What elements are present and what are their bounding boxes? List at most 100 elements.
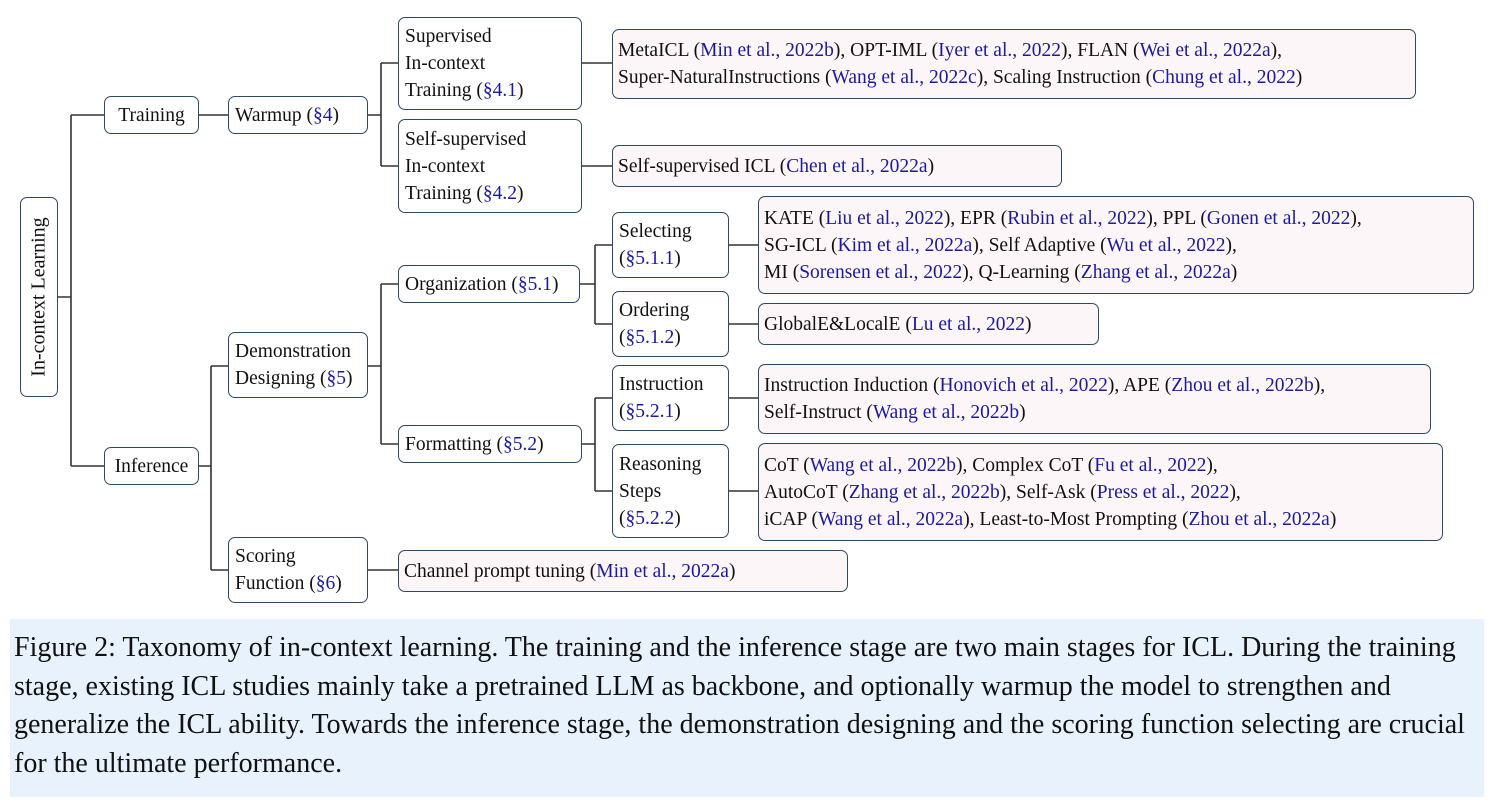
leaf-text: ) <box>1025 313 1032 335</box>
leaf-line: Self-supervised ICL (Chen et al., 2022a) <box>618 153 1056 180</box>
citation-link: Zhou et al., 2022b <box>1171 375 1314 396</box>
reasoning-line-3: (§5.2.2) <box>619 507 681 529</box>
leaf-text: ), Complex CoT ( <box>955 454 1095 476</box>
citation-link: Honovich et al., 2022 <box>939 375 1108 396</box>
selecting-line-2: (§5.1.1) <box>619 248 681 269</box>
leaf-line: Self-Instruct (Wang et al., 2022b) <box>764 399 1425 426</box>
leaf-text: ), FLAN ( <box>1061 40 1140 61</box>
leaf-text: ), <box>1270 40 1283 61</box>
leaf-selfsup-methods: Self-supervised ICL (Chen et al., 2022a) <box>612 145 1062 187</box>
leaf-text: ) <box>1329 508 1337 530</box>
leaf-line: Super-NaturalInstructions (Wang et al., … <box>618 64 1410 91</box>
leaf-line: CoT (Wang et al., 2022b), Complex CoT (F… <box>764 452 1437 479</box>
selecting-line-1: Selecting <box>619 221 692 242</box>
demo-line-1: Demonstration <box>235 341 351 362</box>
leaf-line: Channel prompt tuning (Min et al., 2022a… <box>404 558 842 585</box>
citation-link: Zhang et al., 2022b <box>848 481 1000 503</box>
leaf-text: KATE ( <box>764 207 826 229</box>
supervised-line-3: Training (§4.1) <box>405 80 524 101</box>
reasoning-line-1: Reasoning <box>619 453 702 475</box>
leaf-text: Self-supervised ICL ( <box>618 155 787 177</box>
leaf-scoring-methods: Channel prompt tuning (Min et al., 2022a… <box>398 550 848 592</box>
leaf-line: KATE (Liu et al., 2022), EPR (Rubin et a… <box>764 205 1468 232</box>
scoring-line-2: Function (§6) <box>235 573 342 594</box>
citation-link: Chen et al., 2022a <box>786 155 928 177</box>
leaf-text: ), <box>1350 207 1362 229</box>
node-scoring-function: Scoring Function (§6) <box>228 537 368 603</box>
leaf-supervised-methods: MetaICL (Min et al., 2022b), OPT-IML (Iy… <box>612 29 1416 99</box>
selfsup-line-3: Training (§4.2) <box>405 182 524 204</box>
leaf-selecting-methods: KATE (Liu et al., 2022), EPR (Rubin et a… <box>758 196 1474 294</box>
figure-caption: Figure 2: Taxonomy of in-context learnin… <box>10 619 1484 797</box>
formatting-label: Formatting (§5.2) <box>405 433 544 455</box>
citation-link: Sorensen et al., 2022 <box>799 261 963 283</box>
root-node-in-context-learning: In-context Learning <box>20 197 58 397</box>
leaf-line: GlobalE&LocalE (Lu et al., 2022) <box>764 311 1093 338</box>
inference-label: Inference <box>114 455 189 477</box>
leaf-line: MI (Sorensen et al., 2022), Q-Learning (… <box>764 259 1468 286</box>
leaf-line: SG-ICL (Kim et al., 2022a), Self Adaptiv… <box>764 232 1468 259</box>
citation-link: Chung et al., 2022 <box>1152 67 1296 88</box>
citation-link: Zhou et al., 2022a <box>1188 508 1330 530</box>
leaf-text: MetaICL ( <box>618 40 701 61</box>
citation-link: Liu et al., 2022 <box>825 207 944 229</box>
node-self-supervised-training: Self-supervised In-context Training (§4.… <box>398 119 582 213</box>
node-reasoning-steps: Reasoning Steps (§5.2.2) <box>612 444 729 538</box>
training-label: Training <box>118 104 185 126</box>
leaf-text: ), <box>1206 454 1218 476</box>
leaf-line: AutoCoT (Zhang et al., 2022b), Self-Ask … <box>764 479 1437 506</box>
leaf-text: Self-Instruct ( <box>764 402 873 423</box>
citation-link: Wei et al., 2022a <box>1139 40 1271 61</box>
leaf-text: GlobalE&LocalE ( <box>764 313 912 335</box>
node-training: Training <box>104 96 199 134</box>
leaf-text: ), PPL ( <box>1146 207 1207 229</box>
citation-link: Wang et al., 2022c <box>831 67 977 88</box>
root-label: In-context Learning <box>27 217 50 377</box>
citation-link: Kim et al., 2022a <box>837 234 973 256</box>
leaf-line: Instruction Induction (Honovich et al., … <box>764 372 1425 399</box>
leaf-text: ) <box>1230 261 1238 283</box>
node-inference: Inference <box>104 447 199 485</box>
citation-link: Wu et al., 2022 <box>1106 234 1226 256</box>
leaf-text: ), Q-Learning ( <box>962 261 1081 283</box>
node-supervised-training: Supervised In-context Training (§4.1) <box>398 17 582 110</box>
citation-link: Zhang et al., 2022a <box>1080 261 1231 283</box>
selfsup-line-1: Self-supervised <box>405 128 527 150</box>
leaf-text: Instruction Induction ( <box>764 375 940 396</box>
warmup-label: Warmup (§4) <box>235 104 340 126</box>
leaf-reasoning-methods: CoT (Wang et al., 2022b), Complex CoT (F… <box>758 443 1443 541</box>
citation-link: Min et al., 2022a <box>596 560 729 582</box>
citation-link: Wang et al., 2022b <box>872 402 1020 423</box>
leaf-text: ), APE ( <box>1107 375 1172 396</box>
node-instruction: Instruction (§5.2.1) <box>612 365 729 431</box>
node-organization: Organization (§5.1) <box>398 265 580 303</box>
selfsup-line-2: In-context <box>405 155 486 177</box>
citation-link: Wang et al., 2022b <box>809 454 956 476</box>
leaf-text: iCAP ( <box>764 508 818 530</box>
leaf-text: ), Self-Ask ( <box>999 481 1097 503</box>
ordering-line-1: Ordering <box>619 300 690 321</box>
leaf-line: MetaICL (Min et al., 2022b), OPT-IML (Iy… <box>618 37 1410 64</box>
leaf-text: ), <box>1225 234 1237 256</box>
leaf-text: ) <box>1295 67 1303 88</box>
organization-label: Organization (§5.1) <box>405 273 559 295</box>
leaf-text: ), Scaling Instruction ( <box>976 67 1153 88</box>
citation-link: Press et al., 2022 <box>1096 481 1230 503</box>
leaf-text: ) <box>1019 402 1026 423</box>
leaf-line: iCAP (Wang et al., 2022a), Least-to-Most… <box>764 506 1437 533</box>
supervised-line-1: Supervised <box>405 26 492 47</box>
instruction-line-1: Instruction <box>619 374 704 395</box>
node-selecting: Selecting (§5.1.1) <box>612 212 729 278</box>
leaf-text: SG-ICL ( <box>764 234 838 256</box>
leaf-text: ), Least-to-Most Prompting ( <box>963 508 1189 530</box>
leaf-text: ), Self Adaptive ( <box>972 234 1107 256</box>
leaf-text: ), <box>1229 481 1241 503</box>
ordering-line-2: (§5.1.2) <box>619 327 681 348</box>
leaf-text: ) <box>728 560 736 582</box>
leaf-text: ), <box>1313 375 1326 396</box>
citation-link: Iyer et al., 2022 <box>938 40 1062 61</box>
citation-link: Rubin et al., 2022 <box>1007 207 1147 229</box>
instruction-line-2: (§5.2.1) <box>619 401 681 422</box>
leaf-text: CoT ( <box>764 454 810 476</box>
